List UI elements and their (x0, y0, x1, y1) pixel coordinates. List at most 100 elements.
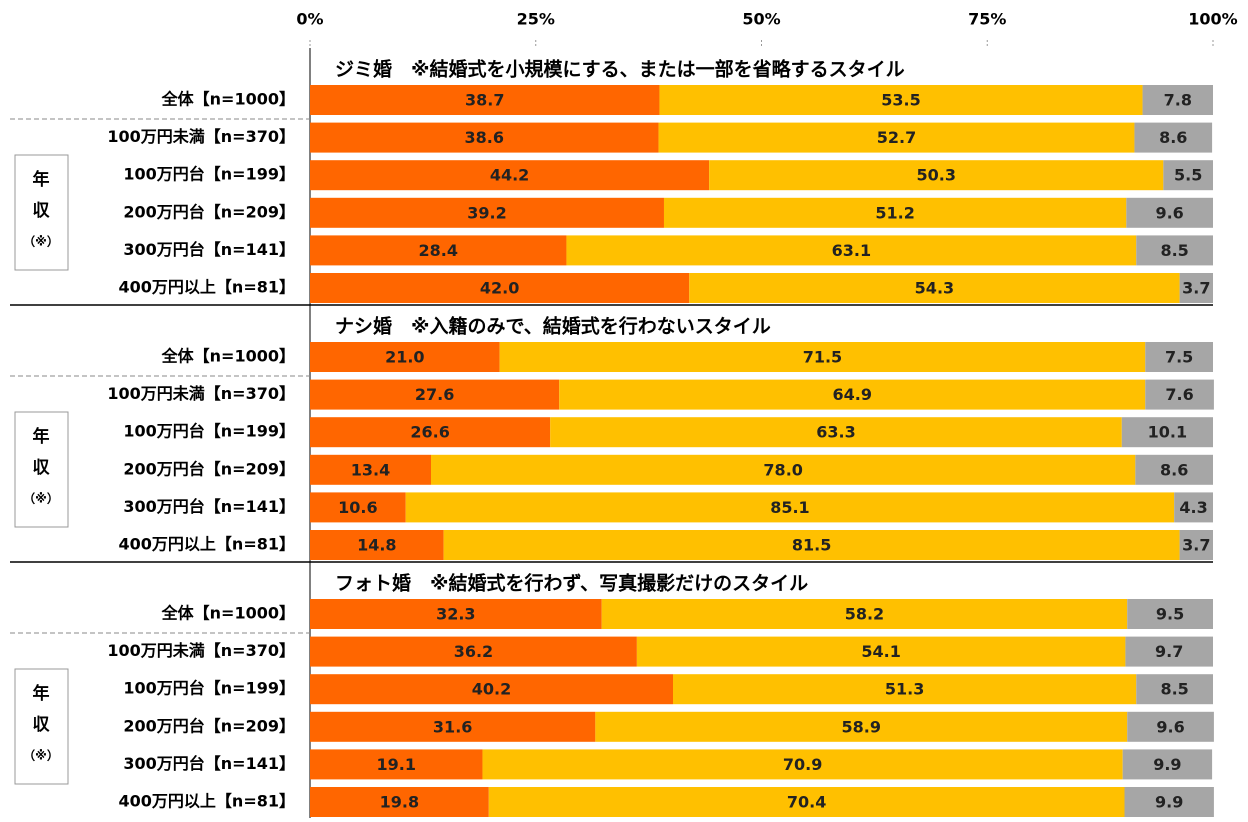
bar-segment (310, 85, 660, 115)
value-label: 7.8 (1164, 91, 1192, 110)
value-label: 21.0 (385, 348, 424, 367)
category-label: 全体【n=1000】 (161, 347, 295, 366)
bar-segment (550, 417, 1122, 448)
value-label: 3.7 (1182, 279, 1210, 298)
group-box (14, 411, 69, 528)
value-label: 26.6 (410, 423, 449, 442)
value-label: 63.3 (816, 423, 855, 442)
value-label: 36.2 (454, 642, 493, 661)
bar-segment (1163, 160, 1213, 191)
value-label: 32.3 (436, 605, 475, 624)
value-label: 7.6 (1165, 385, 1193, 404)
bar-segment (663, 197, 1127, 228)
category-label: 300万円台【n=141】 (123, 240, 295, 259)
bar-segment (1124, 787, 1214, 817)
bar-segment (709, 160, 1164, 191)
bar-segment (310, 273, 690, 303)
value-label: 14.8 (357, 536, 396, 555)
value-label: 10.1 (1148, 423, 1187, 442)
bar-segment (443, 530, 1180, 560)
bar-segment (601, 599, 1128, 629)
bar-segment (636, 636, 1126, 667)
value-label: 4.3 (1179, 498, 1207, 517)
bar-segment (658, 122, 1135, 153)
value-label: 63.1 (832, 241, 871, 260)
bar-segment (689, 273, 1180, 303)
value-label: 5.5 (1174, 166, 1202, 185)
value-label: 19.1 (376, 755, 415, 774)
value-label: 70.4 (787, 793, 826, 812)
bar-segment (310, 160, 710, 191)
category-label: 100万円台【n=199】 (123, 422, 295, 441)
value-label: 53.5 (881, 91, 920, 110)
bar-segment (595, 711, 1128, 742)
value-label: 8.6 (1159, 128, 1187, 147)
value-label: 27.6 (415, 385, 454, 404)
bar-segment (310, 122, 659, 153)
category-label: 100万円台【n=199】 (123, 679, 295, 698)
bar-segment (673, 674, 1137, 705)
group-label: 収 (33, 201, 51, 221)
bar-segment (310, 492, 406, 523)
bar-segment (1145, 342, 1213, 372)
value-label: 13.4 (351, 460, 390, 479)
value-label: 64.9 (833, 385, 872, 404)
value-label: 81.5 (792, 536, 831, 555)
value-label: 54.3 (915, 279, 954, 298)
x-tick-label: 100% (1188, 10, 1237, 29)
bar-segment (310, 636, 637, 667)
x-tick-label: 0% (296, 10, 323, 29)
bar-segment (1122, 749, 1213, 780)
category-label: 100万円未満【n=370】 (107, 384, 295, 403)
value-label: 9.9 (1155, 793, 1183, 812)
group-label: 年 (33, 683, 50, 704)
value-label: 51.3 (885, 680, 924, 699)
bar-segment (405, 492, 1175, 523)
bar-segment (1135, 454, 1213, 485)
group-label: 年 (33, 426, 50, 447)
value-label: 7.5 (1165, 348, 1193, 367)
group-label: 年 (33, 169, 50, 190)
bar-segment (488, 787, 1125, 817)
bar-segment (310, 749, 483, 780)
value-label: 9.6 (1155, 203, 1183, 222)
bar-segment (566, 235, 1137, 266)
x-tick-label: 75% (968, 10, 1006, 29)
bar-segment (1121, 417, 1213, 448)
group-label: （※） (23, 491, 59, 506)
value-label: 9.6 (1156, 717, 1184, 736)
category-label: 400万円以上【n=81】 (119, 535, 295, 554)
category-label: 400万円以上【n=81】 (119, 278, 295, 297)
bar-segment (1127, 711, 1214, 742)
bar-segment (310, 235, 567, 266)
value-label: 9.5 (1156, 605, 1184, 624)
bar-segment (310, 454, 432, 485)
bar-segment (1174, 492, 1213, 523)
value-label: 38.7 (465, 91, 504, 110)
category-label: 全体【n=1000】 (161, 604, 295, 623)
value-label: 54.1 (861, 642, 900, 661)
category-label: 100万円未満【n=370】 (107, 127, 295, 146)
value-label: 8.5 (1160, 241, 1188, 260)
bar-segment (310, 674, 674, 705)
value-label: 42.0 (480, 279, 519, 298)
value-label: 51.2 (875, 203, 914, 222)
value-label: 28.4 (418, 241, 457, 260)
bar-segment (1142, 85, 1213, 115)
value-label: 10.6 (338, 498, 377, 517)
value-label: 58.2 (845, 605, 884, 624)
value-label: 9.9 (1153, 755, 1181, 774)
category-label: 100万円台【n=199】 (123, 165, 295, 184)
bar-segment (1134, 122, 1213, 153)
value-label: 78.0 (763, 460, 802, 479)
bar-segment (499, 342, 1146, 372)
bar-segment (482, 749, 1123, 780)
x-tick-label: 50% (742, 10, 780, 29)
value-label: 9.7 (1155, 642, 1183, 661)
bar-segment (310, 711, 596, 742)
bar-segment (310, 530, 444, 560)
bar-segment (659, 85, 1143, 115)
bar-segment (1179, 530, 1213, 560)
category-label: 100万円未満【n=370】 (107, 641, 295, 660)
